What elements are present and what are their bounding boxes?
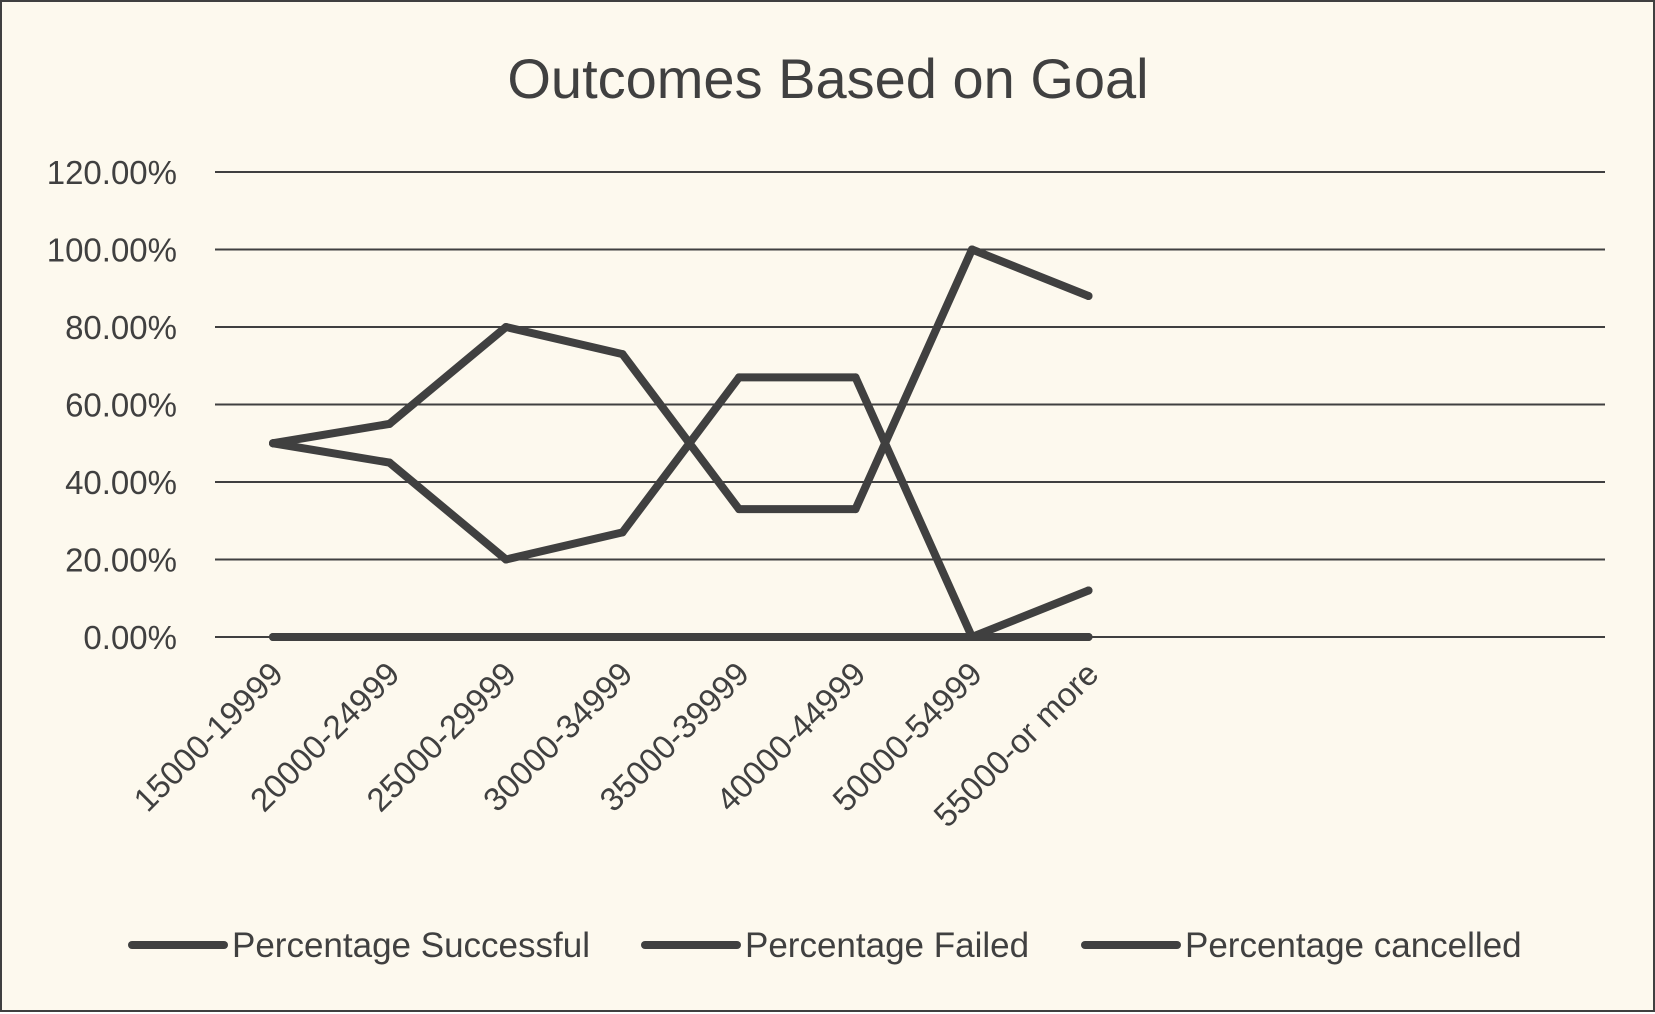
data-point <box>1084 633 1093 641</box>
data-point <box>618 528 627 537</box>
data-point <box>385 458 394 467</box>
legend-label: Percentage cancelled <box>1185 926 1522 965</box>
data-point <box>618 350 627 359</box>
data-point <box>851 633 860 641</box>
data-point <box>618 633 627 641</box>
series-line-1 <box>269 373 1093 641</box>
legend-label: Percentage Successful <box>232 926 590 965</box>
data-point <box>502 633 510 641</box>
data-point <box>735 505 743 514</box>
y-tick-label: 100.00% <box>47 232 177 269</box>
data-point <box>269 633 277 641</box>
y-tick-label: 60.00% <box>65 387 177 424</box>
y-tick-label: 0.00% <box>83 619 177 656</box>
y-tick-label: 40.00% <box>65 464 177 501</box>
legend-label: Percentage Failed <box>745 926 1029 965</box>
data-point <box>502 555 510 564</box>
data-point <box>851 505 860 514</box>
y-axis-tick-labels: 0.00% 20.00% 40.00% 60.00% 80.00% 100.00% 120.… <box>47 154 177 656</box>
data-point <box>968 633 976 641</box>
data-point <box>385 419 394 428</box>
data-point <box>735 633 743 641</box>
data-point <box>968 245 976 254</box>
data-point <box>385 633 394 641</box>
data-point <box>735 373 743 382</box>
gridlines <box>215 171 1605 638</box>
data-point <box>1084 586 1093 595</box>
series-line-2 <box>269 245 1093 514</box>
y-tick-label: 120.00% <box>47 154 177 191</box>
series-lines <box>269 245 1093 641</box>
data-point <box>1084 292 1093 300</box>
chart-title: Outcomes Based on Goal <box>507 47 1148 110</box>
y-tick-label: 80.00% <box>65 309 177 346</box>
x-axis-tick-labels: 15000-1999920000-2499925000-2999930000-3… <box>126 655 1105 834</box>
data-point <box>269 439 277 448</box>
legend: Percentage Successful Percentage Failed Pe… <box>128 926 1522 965</box>
data-point <box>851 373 860 382</box>
y-tick-label: 20.00% <box>65 542 177 579</box>
data-point <box>502 323 510 331</box>
